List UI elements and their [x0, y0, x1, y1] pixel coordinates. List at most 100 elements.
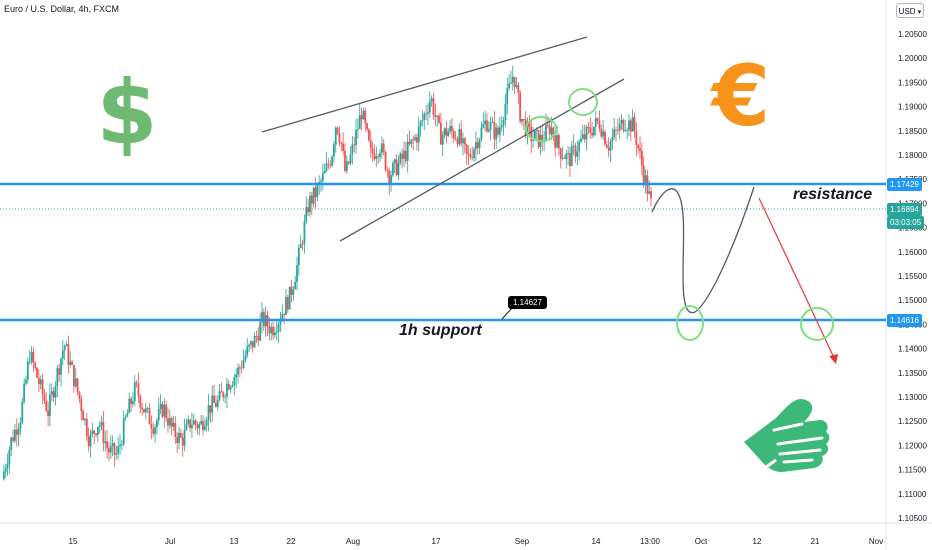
candle-body — [596, 118, 599, 121]
candle-body — [415, 137, 418, 143]
y-tick-label: 1.15000 — [898, 296, 927, 305]
candle-body — [85, 418, 88, 437]
candle-body — [98, 425, 101, 427]
candle-body — [65, 344, 68, 346]
candle-body — [392, 163, 394, 176]
time-axis[interactable]: 15 Jul 13 22 Aug 17 Sep 14 13:00 Oct 12 21 Nov — [69, 537, 884, 546]
y-tick-label: 1.15500 — [898, 272, 927, 281]
candle-body — [399, 153, 402, 164]
candle-body — [237, 367, 239, 375]
projection-path[interactable] — [651, 186, 755, 314]
candle-body — [484, 120, 487, 125]
candle-body — [235, 374, 238, 378]
candle-body — [604, 131, 606, 145]
candle-body — [452, 131, 455, 139]
price-axis[interactable]: 1.20500 1.20000 1.19500 1.19000 1.18500 1.180… — [898, 30, 927, 523]
highlight-circle-3[interactable] — [676, 305, 704, 341]
candle-body — [275, 331, 278, 333]
candle-body — [430, 98, 433, 102]
candle-body — [368, 129, 370, 141]
candle-body — [545, 125, 547, 141]
candle-body — [380, 143, 383, 153]
candle-body — [449, 126, 451, 132]
candle-body — [148, 408, 151, 425]
candle-body — [281, 313, 284, 321]
candle-body — [489, 122, 492, 130]
candle-body — [71, 361, 73, 365]
candle-body — [620, 119, 623, 124]
candle-body — [189, 419, 191, 429]
upper-trend-line[interactable] — [261, 36, 588, 133]
candle-body — [493, 121, 496, 140]
candle-body — [487, 129, 490, 132]
candle-body — [403, 150, 405, 159]
highlight-circle-1[interactable] — [525, 116, 557, 142]
candle-body — [183, 429, 186, 446]
candle-body — [286, 296, 289, 310]
candle-body — [353, 144, 356, 146]
candle-body — [312, 187, 315, 204]
candle-body — [192, 420, 195, 425]
candle-body — [174, 422, 177, 437]
candle-body — [257, 336, 260, 341]
support-label[interactable]: 1h support — [399, 322, 482, 339]
euro-sign-icon: € — [710, 47, 770, 145]
candle-body — [639, 148, 641, 152]
candle-body — [240, 367, 243, 369]
candle-body — [168, 418, 171, 426]
candle-body — [511, 76, 514, 83]
candle-body — [358, 115, 361, 129]
candle-body — [388, 170, 391, 184]
candle-body — [2, 471, 5, 480]
candle-body — [314, 187, 317, 198]
x-tick-label: 15 — [69, 537, 78, 546]
candle-body — [578, 141, 581, 152]
candle-body — [172, 422, 175, 427]
candle-body — [379, 152, 381, 157]
candle-body — [519, 92, 522, 122]
candle-body — [6, 464, 9, 469]
candle-body — [382, 143, 385, 152]
candle-body — [194, 420, 197, 425]
candle-body — [122, 418, 125, 445]
candle-body — [605, 144, 608, 148]
candle-body — [229, 386, 232, 390]
candle-body — [506, 88, 509, 104]
candle-body — [320, 180, 322, 183]
candle-body — [115, 453, 118, 455]
lower-trend-line[interactable] — [339, 78, 625, 242]
candle-body — [644, 175, 647, 183]
y-tick-label: 1.12500 — [898, 417, 927, 426]
currency-button[interactable]: USD ▾ — [896, 3, 924, 18]
candle-body — [386, 170, 389, 171]
candle-body — [84, 418, 86, 421]
candle-body — [73, 364, 75, 387]
candle-body — [443, 128, 446, 135]
candle-body — [43, 394, 46, 401]
candle-body — [583, 134, 586, 140]
candle-body — [460, 129, 463, 144]
candle-body — [384, 151, 387, 171]
candle-body — [445, 128, 448, 137]
highlight-circle-2[interactable] — [568, 88, 598, 116]
highlight-circle-4[interactable] — [800, 307, 834, 341]
y-tick-label: 1.20000 — [898, 54, 927, 63]
candle-body — [87, 436, 90, 447]
candle-body — [102, 422, 105, 444]
forecast-arrow[interactable] — [758, 197, 837, 363]
candle-body — [96, 426, 99, 436]
callout-price-tag[interactable]: 1.14627 — [508, 296, 547, 309]
candle-body — [624, 130, 627, 132]
candle-body — [146, 408, 149, 409]
candle-body — [421, 120, 424, 122]
resistance-label[interactable]: resistance — [793, 186, 873, 203]
candle-body — [12, 437, 14, 441]
candle-body — [26, 361, 29, 380]
candle-body — [296, 265, 298, 282]
candle-body — [397, 163, 400, 175]
candle-body — [585, 126, 588, 140]
candle-body — [67, 344, 70, 365]
candle-body — [36, 367, 38, 378]
x-tick-label: 22 — [287, 537, 296, 546]
